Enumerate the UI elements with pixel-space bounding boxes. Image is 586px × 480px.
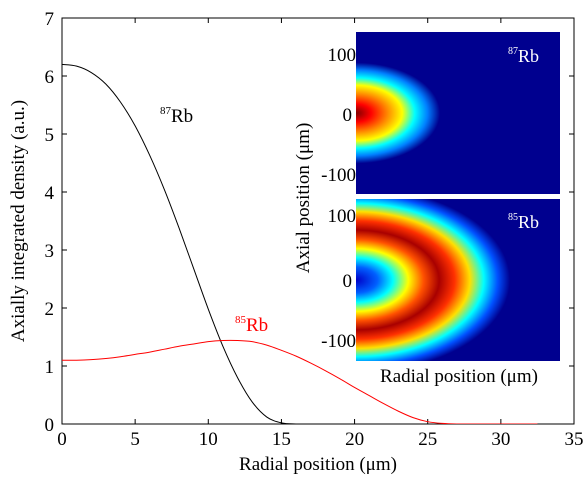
x-tick-labels: 0 5 10 15 20 25 30 35 [57,429,583,450]
x-tick-label: 5 [130,429,140,450]
x-tick-label: 0 [57,429,67,450]
y-tick-labels: 0 1 2 3 4 5 6 7 [45,9,55,436]
x-tick-label: 30 [491,429,510,450]
series-87rb-label: 87Rb [160,105,193,127]
x-tick-label: 15 [272,429,291,450]
inset-heatmaps: 87Rb 85Rb 100 0 -100 100 0 -100 Axial po… [293,30,562,387]
inset-ytick-label: -100 [321,165,356,186]
inset-x-axis-title: Radial position (μm) [380,366,538,387]
x-tick-label: 25 [418,429,437,450]
inset-ytick-label: 100 [328,206,357,227]
x-tick-label: 20 [345,429,364,450]
inset-panel-85rb [356,199,560,361]
y-tick-label: 1 [45,357,55,378]
inset-panel-87rb-label: 87Rb [508,46,539,66]
x-axis-title: Radial position (μm) [239,454,397,475]
series-85rb-label: 85Rb [235,314,268,336]
inset-ytick-label: -100 [321,331,356,352]
inset-ytick-label: 0 [343,105,353,126]
y-tick-label: 6 [45,67,55,88]
series-85rb-line [62,339,538,424]
y-tick-label: 5 [45,125,55,146]
y-tick-label: 4 [45,183,55,204]
axis-ticks [61,17,575,425]
y-tick-label: 3 [45,241,55,262]
inset-panel-87rb [356,32,560,194]
inset-y-axis-title: Axial position (μm) [293,123,314,274]
inset-ytick-label: 0 [343,271,353,292]
y-tick-label: 0 [45,415,55,436]
y-axis-title: Axially integrated density (a.u.) [8,100,29,342]
inset-ytick-label: 100 [328,45,357,66]
y-tick-label: 7 [45,9,55,30]
series-87rb-line [62,63,538,424]
y-tick-label: 2 [45,299,55,320]
inset-panel-85rb-label: 85Rb [508,212,539,232]
x-tick-label: 35 [565,429,584,450]
x-tick-label: 10 [199,429,218,450]
